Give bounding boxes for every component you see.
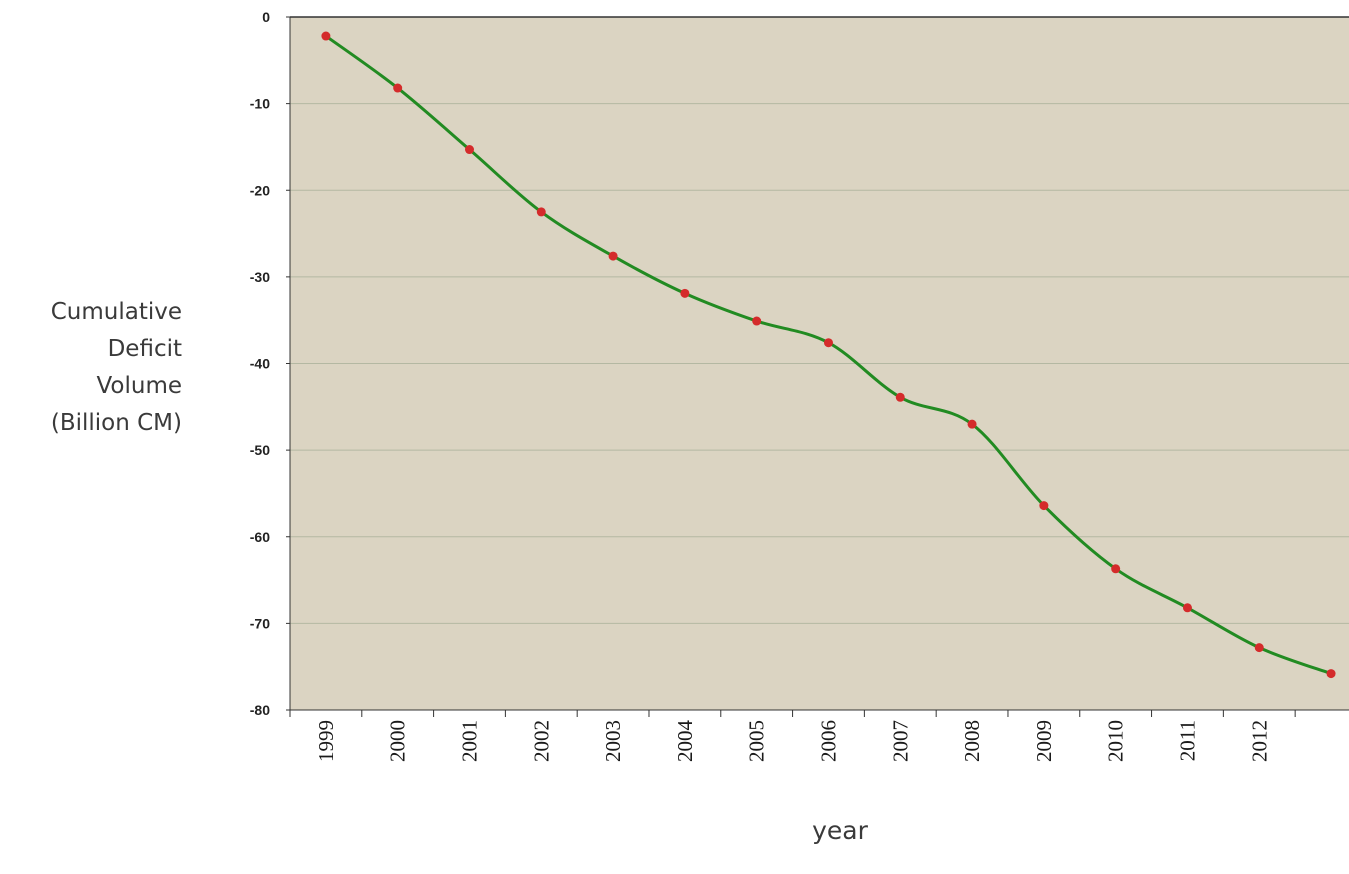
data-point bbox=[680, 288, 690, 298]
y-axis-label-line: Deficit bbox=[107, 336, 182, 362]
data-point bbox=[321, 31, 331, 41]
x-tick-label: 2006 bbox=[816, 720, 840, 762]
x-tick-label: 2010 bbox=[1104, 720, 1128, 762]
y-tick-labels: 0 -10 -20 -30 -40 -50 -60 -70 -80 bbox=[250, 9, 290, 718]
x-tick-label: 2005 bbox=[745, 720, 769, 762]
y-axis-label-line: Cumulative bbox=[50, 299, 182, 325]
data-point bbox=[895, 392, 905, 402]
y-tick-label: -50 bbox=[250, 442, 270, 458]
y-tick-label: -10 bbox=[250, 96, 270, 112]
y-axis-label-line: (Billion CM) bbox=[50, 410, 182, 436]
x-tick-label: 2009 bbox=[1032, 720, 1056, 762]
y-axis-label-line: Volume bbox=[96, 373, 182, 399]
x-tick-label: 2004 bbox=[673, 720, 697, 763]
x-tick-label: 2007 bbox=[888, 720, 912, 762]
x-tick-label: 2011 bbox=[1175, 720, 1199, 761]
data-point bbox=[1254, 643, 1264, 653]
data-points bbox=[321, 31, 1336, 679]
gridlines bbox=[290, 16, 1349, 624]
data-point bbox=[823, 338, 833, 348]
data-point bbox=[1111, 564, 1121, 574]
data-point bbox=[608, 251, 618, 261]
x-tick-labels: 1999 2000 2001 2002 2003 2004 2005 2006 2007 2008… bbox=[289, 710, 1296, 763]
y-tick-label: -60 bbox=[250, 529, 270, 545]
data-point bbox=[1182, 603, 1192, 613]
y-axis-label: Cumulative Deficit Volume (Billion CM) bbox=[51, 294, 182, 442]
data-point bbox=[464, 145, 474, 155]
data-point bbox=[536, 207, 546, 217]
x-tick-label: 2001 bbox=[457, 720, 481, 762]
y-tick-label: 0 bbox=[262, 9, 270, 25]
x-tick-label: 1999 bbox=[314, 720, 338, 762]
data-point bbox=[967, 419, 977, 429]
x-tick-label: 2008 bbox=[960, 720, 984, 762]
y-tick-label: -20 bbox=[250, 182, 270, 198]
data-point bbox=[752, 316, 762, 326]
y-tick-label: -40 bbox=[250, 356, 270, 372]
x-axis-label: year bbox=[812, 816, 868, 845]
data-point bbox=[1039, 501, 1049, 511]
data-point bbox=[393, 83, 403, 93]
data-point bbox=[1326, 669, 1336, 679]
x-tick-label: 2002 bbox=[529, 720, 553, 762]
y-tick-label: -30 bbox=[250, 269, 270, 285]
y-tick-label: -70 bbox=[250, 615, 270, 631]
x-tick-label: 2012 bbox=[1247, 720, 1271, 762]
y-tick-label: -80 bbox=[250, 702, 270, 718]
x-tick-label: 2003 bbox=[601, 720, 625, 762]
x-tick-label: 2000 bbox=[386, 720, 410, 762]
